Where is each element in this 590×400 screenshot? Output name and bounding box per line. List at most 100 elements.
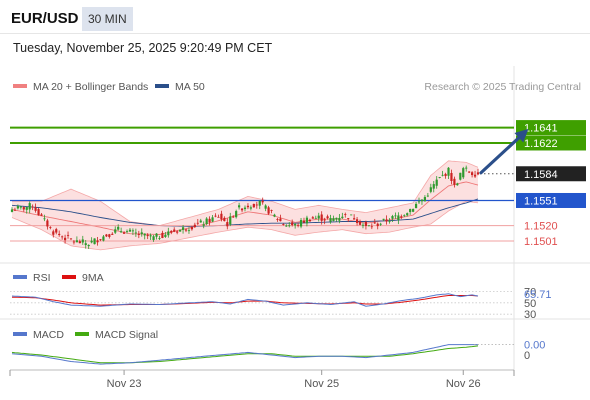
candle <box>22 206 25 212</box>
candle <box>226 218 229 230</box>
candle <box>61 235 64 240</box>
candle-body <box>31 206 34 208</box>
candle-body <box>246 205 250 208</box>
candle <box>288 222 291 228</box>
candle <box>58 230 61 237</box>
candle <box>261 197 264 205</box>
candle-body <box>243 207 247 210</box>
candle-body <box>143 233 146 236</box>
candle-body <box>252 203 255 208</box>
candle <box>465 165 468 172</box>
candle <box>323 217 326 225</box>
candle-body <box>28 203 31 210</box>
candle <box>111 232 114 235</box>
candle-body <box>58 233 61 235</box>
candle-body <box>196 222 199 224</box>
candle-body <box>190 226 194 230</box>
candle-body <box>385 219 388 222</box>
candle-body <box>347 218 350 219</box>
candle-body <box>205 218 208 224</box>
candle <box>152 234 155 242</box>
candle-body <box>382 218 385 220</box>
bollinger-lower-line <box>11 200 479 251</box>
candle <box>282 223 285 226</box>
candle <box>137 230 140 239</box>
timeframe-badge[interactable]: 30 MIN <box>82 7 133 31</box>
candle-body <box>105 234 108 237</box>
candle <box>403 214 406 217</box>
candle-body <box>226 222 229 227</box>
candle-body <box>373 222 376 224</box>
candle-body <box>235 211 238 218</box>
candle-body <box>114 229 117 233</box>
candle-body <box>308 219 311 222</box>
candle-body <box>471 172 474 176</box>
candle <box>146 233 149 240</box>
candle-body <box>40 214 43 216</box>
candle-body <box>81 239 84 243</box>
candle <box>329 214 332 224</box>
candle <box>167 227 170 238</box>
candle-body <box>134 232 137 234</box>
candle-body <box>391 216 394 219</box>
candle <box>78 239 81 244</box>
candle-body <box>326 216 329 219</box>
candle <box>149 233 152 240</box>
candle <box>412 208 415 213</box>
candle <box>238 202 241 210</box>
candle <box>69 238 73 241</box>
candle <box>179 229 182 232</box>
candle-body <box>370 226 373 228</box>
candle-body <box>255 204 258 206</box>
x-tick-label: Nov 23 <box>107 378 142 390</box>
candle <box>117 224 120 231</box>
candle-body <box>63 237 67 241</box>
candle-body <box>167 231 170 236</box>
candle-body <box>173 229 176 232</box>
bollinger-upper-line <box>12 160 479 227</box>
candle <box>317 212 320 222</box>
candle-body <box>43 218 46 220</box>
candle-body <box>462 168 465 178</box>
candle <box>394 212 397 219</box>
candle <box>214 213 217 218</box>
candle-body <box>296 224 300 226</box>
candle <box>376 222 379 230</box>
candle-body <box>10 209 14 212</box>
candle-body <box>394 215 397 217</box>
candle <box>13 207 17 211</box>
candle-body <box>279 218 282 222</box>
candle-body <box>84 243 87 246</box>
candle-body <box>16 206 19 209</box>
candle-body <box>214 215 217 217</box>
candle-body <box>22 207 25 210</box>
x-axis: Nov 23 Nov 25 Nov 26 <box>9 370 515 390</box>
candle-body <box>406 213 409 216</box>
candle <box>193 222 196 228</box>
candle-body <box>447 167 450 176</box>
candle <box>267 205 270 215</box>
candle <box>99 238 102 242</box>
candle-body <box>299 219 303 227</box>
candle-body <box>379 223 382 225</box>
candle <box>31 204 34 211</box>
candle <box>326 214 329 220</box>
candle <box>264 204 267 212</box>
candle <box>347 217 350 222</box>
candle-body <box>96 240 99 243</box>
candle-body <box>261 200 264 203</box>
candle <box>46 218 49 230</box>
candle-body <box>476 172 480 175</box>
candle <box>296 223 300 228</box>
candle <box>140 228 143 237</box>
candle <box>176 230 179 235</box>
candle-body <box>420 199 424 202</box>
macd-line <box>11 344 478 365</box>
candle-body <box>238 205 241 208</box>
candle <box>190 225 194 231</box>
candle-body <box>341 216 344 218</box>
candle <box>435 176 438 189</box>
candle-body <box>358 221 362 225</box>
candle-body <box>305 217 309 224</box>
